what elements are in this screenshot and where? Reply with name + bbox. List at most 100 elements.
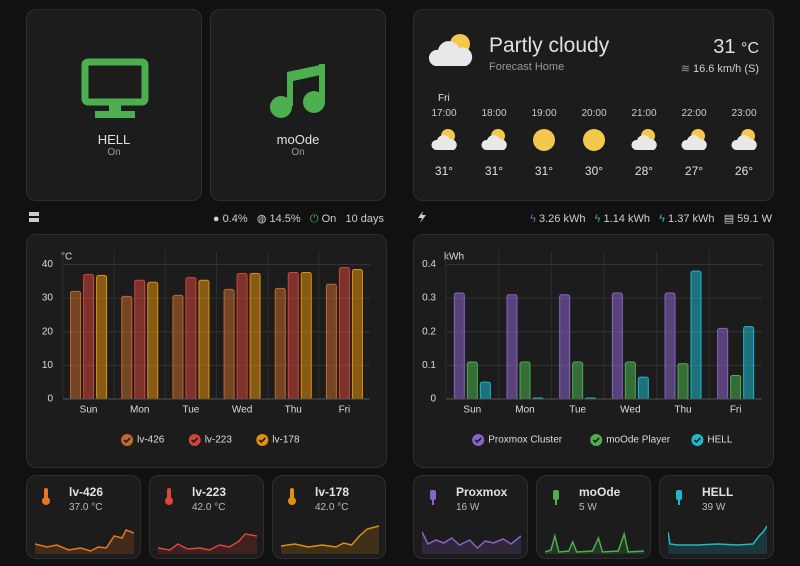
- bar: [572, 361, 584, 400]
- weather-card[interactable]: Partly cloudy Forecast Home 31 °C ≋ 16.6…: [413, 9, 774, 201]
- sensor-icon: [42, 488, 50, 505]
- thermo: [290, 488, 294, 500]
- y-tick-label: 20: [42, 326, 54, 337]
- sensor-card[interactable]: lv-426 37.0 °C: [26, 475, 141, 559]
- forecast-temp: 31°: [484, 164, 504, 178]
- forecast-time: 23:00: [731, 108, 757, 119]
- sparkline-line: [545, 534, 644, 552]
- sensor-card[interactable]: Proxmox 16 W: [413, 475, 528, 559]
- sensor-card[interactable]: lv-178 42.0 °C: [272, 475, 386, 559]
- sensor-icon: [676, 490, 682, 505]
- cloud: [481, 135, 507, 150]
- sensor-card[interactable]: lv-223 42.0 °C: [149, 475, 264, 559]
- bar: [559, 294, 571, 400]
- bar: [453, 292, 465, 400]
- legend-label: HELL: [707, 435, 732, 446]
- weather-icon: [428, 34, 473, 66]
- thermo-bulb: [165, 497, 173, 505]
- bar: [185, 277, 197, 400]
- bar: [479, 381, 491, 400]
- cloud: [681, 135, 707, 150]
- legend-item[interactable]: Proxmox Cluster: [472, 434, 563, 446]
- energy-moode: 1.14 kWh: [603, 213, 650, 225]
- forecast-icon: [481, 129, 507, 150]
- uptime: 10 days: [345, 213, 384, 225]
- weather-condition: Partly cloudy: [489, 34, 610, 57]
- legend-item[interactable]: lv-178: [256, 434, 300, 446]
- forecast-icon: [681, 129, 707, 150]
- sun: [533, 129, 555, 151]
- device-state: On: [291, 147, 305, 158]
- forecast-temp: 31°: [434, 164, 454, 178]
- sensor-value: 42.0 °C: [315, 502, 349, 513]
- forecast-temp: 28°: [634, 164, 654, 178]
- x-tick-label: Mon: [130, 405, 149, 416]
- y-tick-label: 40: [42, 259, 54, 270]
- sparkline-line: [668, 526, 767, 545]
- bar: [223, 288, 235, 400]
- sparkline-line: [35, 530, 134, 551]
- legend-check: [592, 437, 600, 444]
- bar: [96, 275, 108, 400]
- chart-card: kWh 0 0.1 0.2 0.3 0.4 Sun Mon Tue Wed Thu Fri Proxmo…: [413, 234, 774, 468]
- x-tick-label: Sun: [463, 405, 481, 416]
- x-tick-label: Thu: [285, 405, 302, 416]
- x-tick-label: Thu: [674, 405, 691, 416]
- y-tick-label: 10: [42, 360, 54, 371]
- energy-icon: [416, 211, 428, 226]
- sensor-name: lv-223: [192, 485, 227, 499]
- y-tick-label: 0.3: [422, 293, 436, 304]
- sensor-name: moOde: [579, 485, 621, 499]
- bar: [134, 279, 146, 400]
- sparkline-area: [281, 526, 379, 554]
- forecast-time: 20:00: [581, 108, 607, 119]
- cpu: 0.4%: [222, 213, 248, 225]
- forecast-time: 17:00: [431, 108, 457, 119]
- device-card[interactable]: moOde On: [210, 9, 386, 201]
- legend-item[interactable]: lv-223: [188, 434, 233, 446]
- sparkline-area: [158, 534, 257, 554]
- bar: [730, 374, 742, 400]
- wind: ≋ 16.6 km/h (S): [680, 63, 759, 75]
- sensor-name: HELL: [702, 485, 734, 499]
- sensor-value: 5 W: [579, 502, 597, 513]
- memory: 14.5%: [269, 213, 301, 225]
- legend-item[interactable]: moOde Player: [590, 434, 671, 446]
- legend-label: lv-178: [272, 435, 300, 446]
- bar: [466, 361, 478, 400]
- chart-card: °C 0 10 20 30 40 Sun Mon Tue Wed Thu Fri lv-426 lv-22…: [26, 234, 387, 468]
- bar: [236, 273, 248, 400]
- sensor-value: 37.0 °C: [69, 502, 103, 513]
- legend-check: [191, 437, 199, 444]
- forecast-icon: [631, 129, 657, 150]
- bar: [287, 272, 299, 400]
- forecast-temp: 30°: [584, 164, 604, 178]
- thermo-bulb: [288, 497, 296, 505]
- sensor-card[interactable]: HELL 39 W: [659, 475, 774, 559]
- bar: [624, 361, 636, 400]
- sun: [583, 129, 605, 151]
- monitor-icon: [81, 58, 149, 118]
- sparkline-line: [281, 526, 379, 547]
- x-tick-label: Fri: [339, 405, 351, 416]
- bar: [519, 361, 531, 400]
- chart: kWh 0 0.1 0.2 0.3 0.4 Sun Mon Tue Wed Thu Fri Proxmo…: [422, 251, 762, 446]
- y-tick-label: 30: [42, 293, 54, 304]
- legend-label: lv-223: [205, 435, 233, 446]
- legend-item[interactable]: HELL: [691, 434, 733, 446]
- legend-item[interactable]: lv-426: [121, 434, 165, 446]
- plug-cord: [555, 500, 557, 505]
- legend-label: lv-426: [137, 435, 165, 446]
- y-tick-label: 0: [47, 394, 53, 405]
- plug: [676, 490, 682, 500]
- sensor-card[interactable]: moOde 5 W: [536, 475, 651, 559]
- sensor-icon: [430, 490, 436, 505]
- x-tick-label: Sun: [80, 405, 98, 416]
- device-card[interactable]: HELL On: [26, 9, 202, 201]
- sparkline: [422, 514, 521, 554]
- sparkline-area: [35, 530, 134, 554]
- y-tick-label: 0.2: [422, 326, 436, 337]
- server-icon: [28, 211, 40, 226]
